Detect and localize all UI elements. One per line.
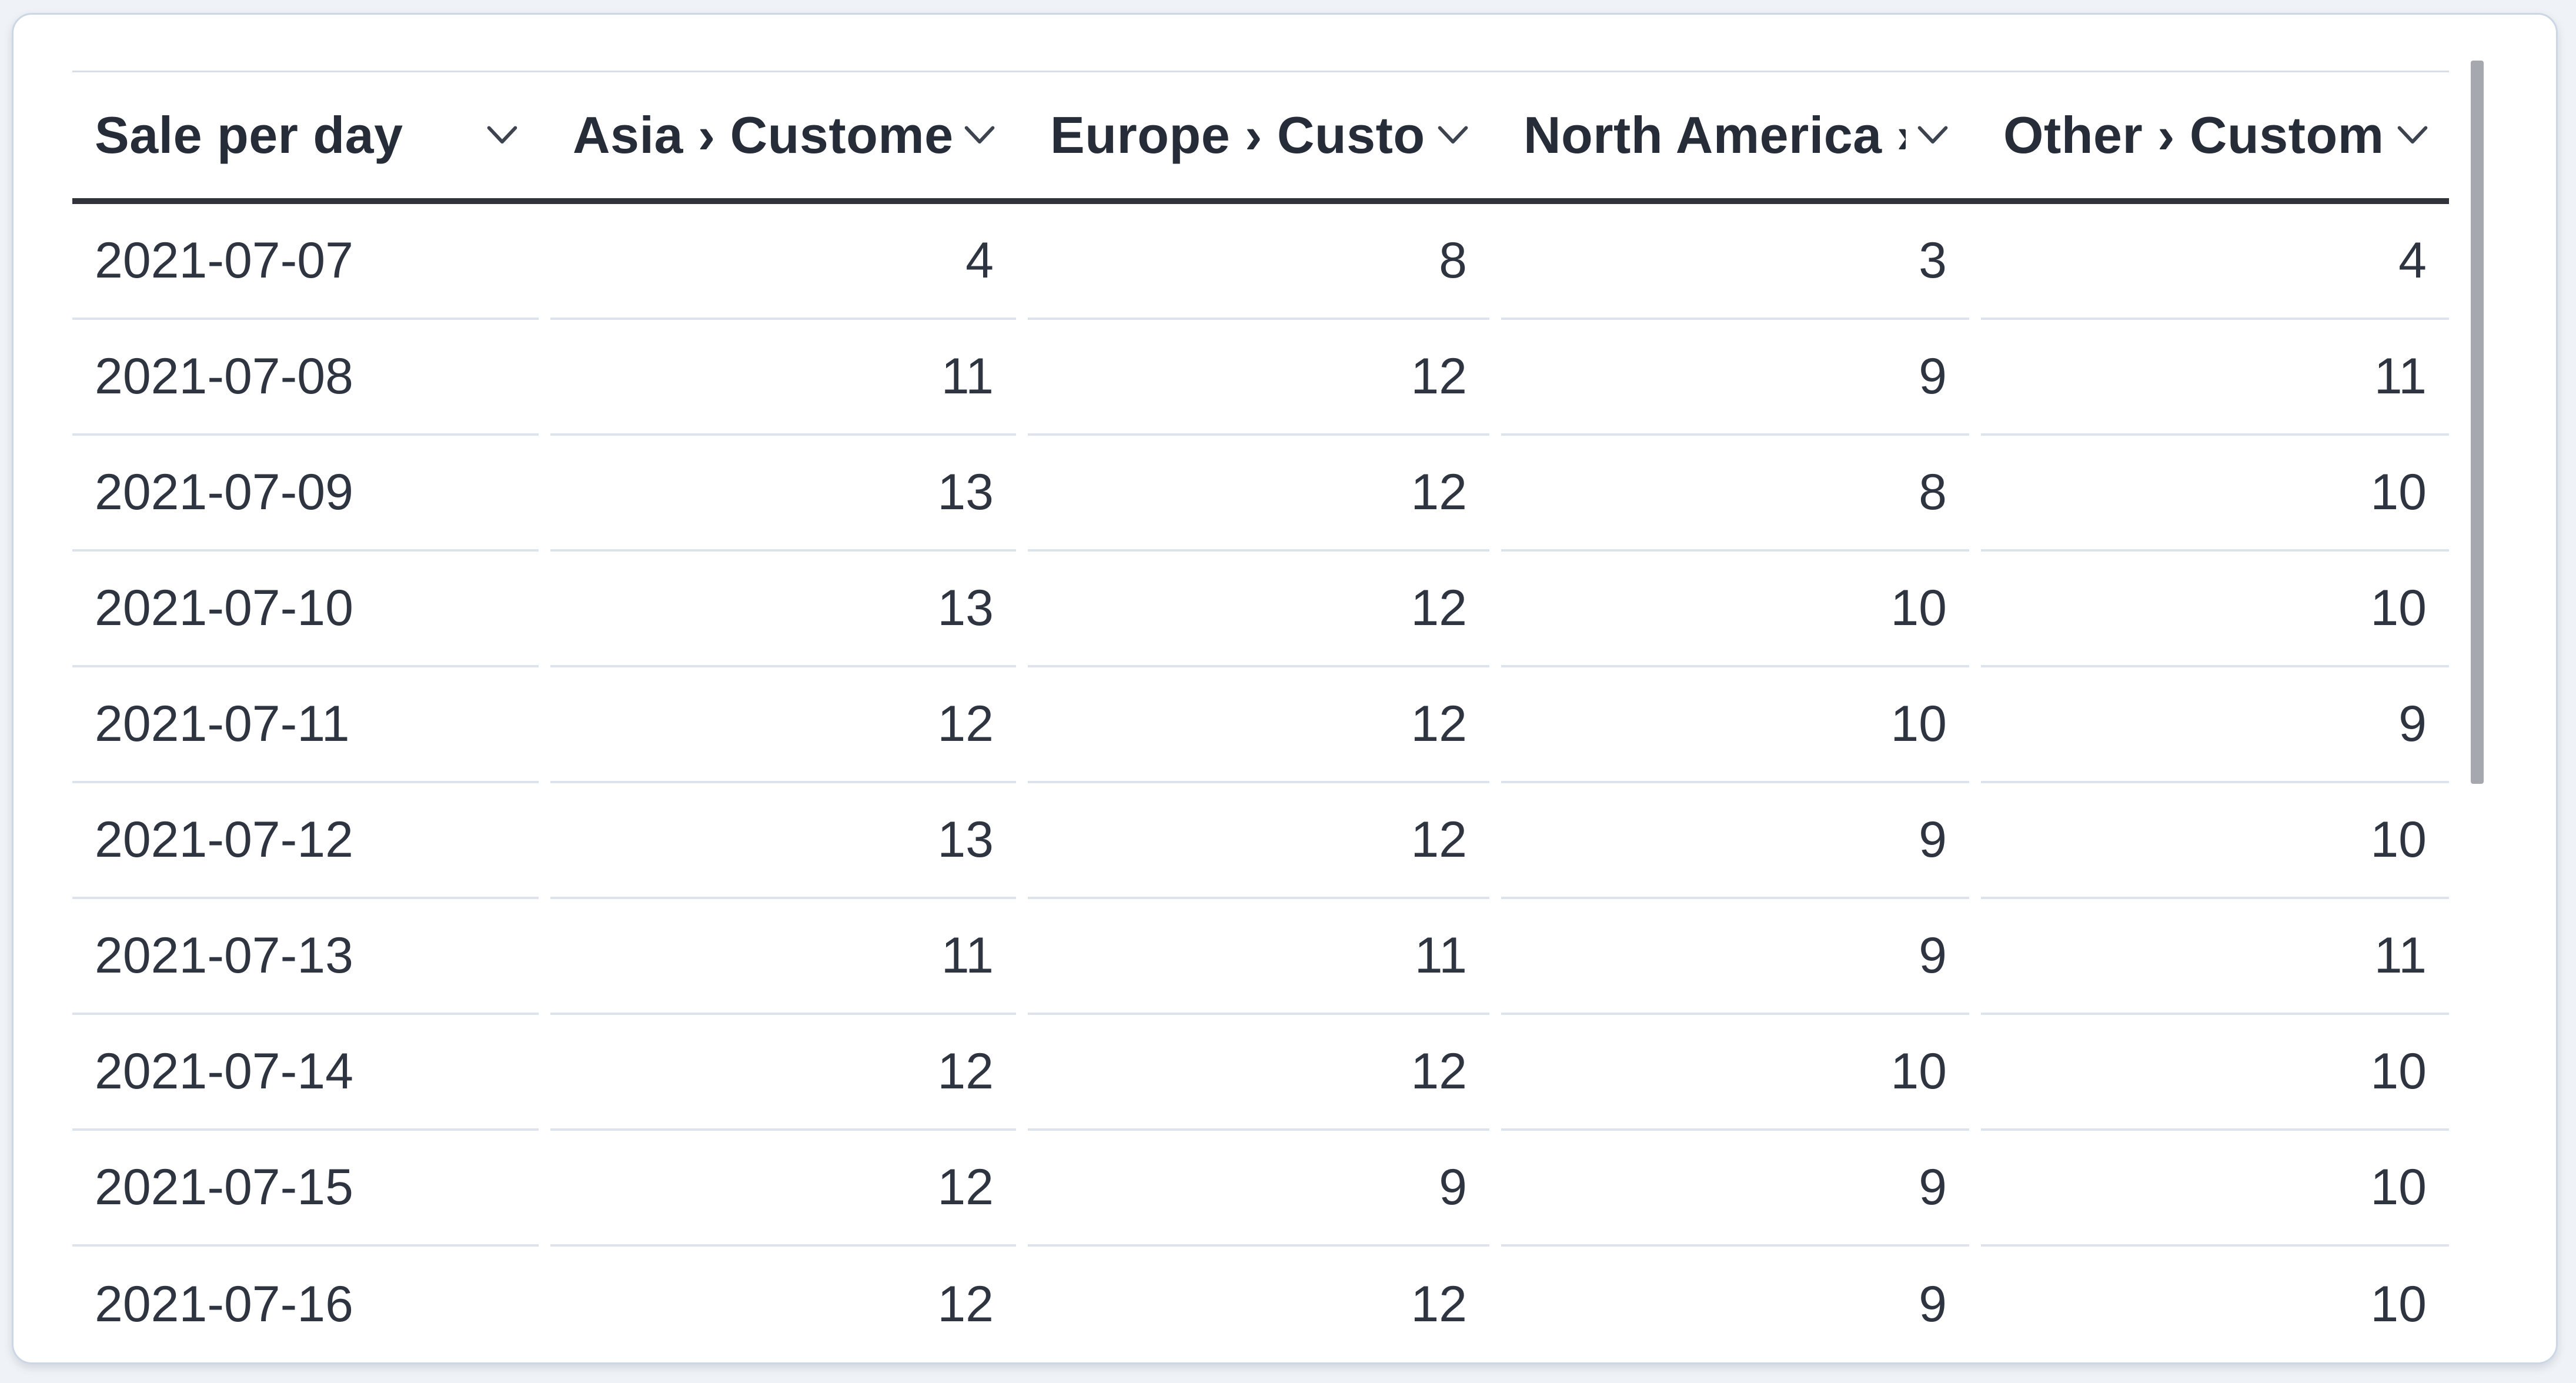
cell-value[interactable]: 9 — [1501, 783, 1969, 899]
cell-value[interactable]: 3 — [1501, 204, 1969, 320]
cell-value[interactable]: 12 — [1411, 1276, 1467, 1332]
table-row: 2021-07-10 13 12 10 10 — [72, 552, 2449, 667]
table-row: 2021-07-09 13 12 8 10 — [72, 436, 2449, 552]
cell-date[interactable]: 2021-07-16 — [95, 1276, 353, 1332]
cell-value[interactable]: 11 — [1028, 899, 1489, 1015]
cell-value[interactable]: 11 — [550, 320, 1016, 436]
cell-value[interactable]: 9 — [1919, 1276, 1947, 1332]
cell-value[interactable]: 10 — [1981, 436, 2449, 552]
cell-value[interactable]: 12 — [550, 667, 1016, 783]
column-header-sale-per-day[interactable]: Sale per day — [72, 72, 539, 198]
cell-value[interactable]: 4 — [550, 204, 1016, 320]
column-header-label: Europe › Customers — [1050, 106, 1426, 164]
column-header-label: Sale per day — [95, 106, 403, 164]
cell-date[interactable]: 2021-07-13 — [72, 899, 539, 1015]
chevron-down-icon — [963, 125, 996, 146]
column-header-label: Asia › Customers — [573, 106, 953, 164]
cell-value[interactable]: 12 — [1028, 783, 1489, 899]
chevron-down-icon — [1436, 125, 1469, 146]
table-body: 2021-07-07 4 8 3 4 2021-07-08 11 12 9 11 2021-07-0… — [72, 204, 2449, 1362]
cell-value[interactable]: 10 — [1981, 552, 2449, 667]
vertical-scrollbar-thumb[interactable] — [2471, 61, 2484, 784]
cell-value[interactable]: 12 — [1028, 552, 1489, 667]
cell-value[interactable]: 9 — [1028, 1131, 1489, 1247]
cell-value[interactable]: 11 — [1981, 899, 2449, 1015]
cell-date[interactable]: 2021-07-08 — [72, 320, 539, 436]
cell-date[interactable]: 2021-07-11 — [72, 667, 539, 783]
cell-date[interactable]: 2021-07-12 — [72, 783, 539, 899]
chevron-down-icon — [2396, 125, 2429, 146]
column-header-europe-customers[interactable]: Europe › Customers — [1028, 72, 1489, 198]
column-header-north-america-customers[interactable]: North America › Customers — [1501, 72, 1969, 198]
cell-value[interactable]: 13 — [550, 552, 1016, 667]
column-header-label: North America › Customers — [1523, 106, 1906, 164]
cell-value[interactable]: 12 — [1028, 436, 1489, 552]
cell-value[interactable]: 13 — [550, 436, 1016, 552]
cell-value[interactable]: 10 — [1981, 1131, 2449, 1247]
cell-date[interactable]: 2021-07-14 — [72, 1015, 539, 1131]
cell-value[interactable]: 8 — [1028, 204, 1489, 320]
cell-value[interactable]: 12 — [550, 1015, 1016, 1131]
cell-value[interactable]: 10 — [1501, 1015, 1969, 1131]
cell-value[interactable]: 13 — [550, 783, 1016, 899]
cell-value[interactable]: 4 — [1981, 204, 2449, 320]
cell-date[interactable]: 2021-07-09 — [72, 436, 539, 552]
table-row: 2021-07-16 12 12 9 10 — [72, 1247, 2449, 1362]
cell-value[interactable]: 9 — [1501, 899, 1969, 1015]
cell-value[interactable]: 12 — [1028, 320, 1489, 436]
cell-value[interactable]: 8 — [1501, 436, 1969, 552]
cell-value[interactable]: 12 — [550, 1131, 1016, 1247]
cell-date[interactable]: 2021-07-10 — [72, 552, 539, 667]
cell-value[interactable]: 10 — [1501, 667, 1969, 783]
cell-date[interactable]: 2021-07-15 — [72, 1131, 539, 1247]
column-header-other-customers[interactable]: Other › Customers — [1981, 72, 2449, 198]
cell-value[interactable]: 10 — [2370, 1276, 2427, 1332]
cell-value[interactable]: 10 — [1981, 783, 2449, 899]
cell-value[interactable]: 10 — [1981, 1015, 2449, 1131]
cell-value[interactable]: 11 — [550, 899, 1016, 1015]
chevron-down-icon — [1916, 125, 1949, 146]
cell-value[interactable]: 10 — [1501, 552, 1969, 667]
cell-value[interactable]: 9 — [1501, 1131, 1969, 1247]
data-table: Sale per day Asia › Customers Europe › Cus… — [72, 71, 2449, 1362]
table-row: 2021-07-11 12 12 10 9 — [72, 667, 2449, 783]
cell-date[interactable]: 2021-07-07 — [72, 204, 539, 320]
cell-value[interactable]: 12 — [1028, 667, 1489, 783]
cell-value[interactable]: 9 — [1501, 320, 1969, 436]
table-row: 2021-07-13 11 11 9 11 — [72, 899, 2449, 1015]
question-card: Sale per day Asia › Customers Europe › Cus… — [12, 13, 2558, 1364]
column-header-asia-customers[interactable]: Asia › Customers — [550, 72, 1016, 198]
column-header-label: Other › Customers — [2003, 106, 2385, 164]
chevron-down-icon — [486, 125, 519, 146]
table-row: 2021-07-14 12 12 10 10 — [72, 1015, 2449, 1131]
header-row: Sale per day Asia › Customers Europe › Cus… — [72, 71, 2449, 204]
table-row: 2021-07-15 12 9 9 10 — [72, 1131, 2449, 1247]
cell-value[interactable]: 9 — [1981, 667, 2449, 783]
cell-value[interactable]: 12 — [1028, 1015, 1489, 1131]
table-row: 2021-07-07 4 8 3 4 — [72, 204, 2449, 320]
cell-value[interactable]: 11 — [1981, 320, 2449, 436]
cell-value[interactable]: 12 — [937, 1276, 994, 1332]
table-row: 2021-07-08 11 12 9 11 — [72, 320, 2449, 436]
table-row: 2021-07-12 13 12 9 10 — [72, 783, 2449, 899]
